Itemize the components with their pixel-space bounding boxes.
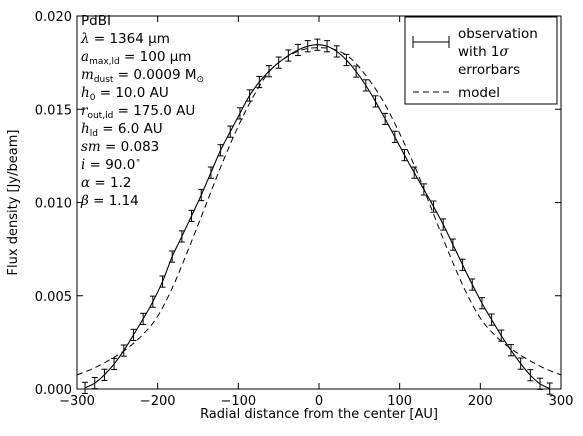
y-tick-label: 0.020 <box>35 10 72 25</box>
errorbar-point <box>362 79 369 92</box>
errorbar-point <box>111 357 118 371</box>
x-tick-label: 200 <box>468 394 493 409</box>
parameter-annotations: PdBI λ = 1364 μm amax,ld = 100 μm mdust … <box>80 13 204 209</box>
errorbar-point <box>401 149 408 162</box>
errorbar-point <box>391 130 398 143</box>
errorbar-point <box>198 188 205 202</box>
errorbar-point <box>140 312 147 325</box>
y-tick-label: 0.015 <box>35 103 72 118</box>
errorbar-point <box>246 89 253 102</box>
errorbar-point <box>517 357 524 370</box>
x-tick-label: −300 <box>59 394 95 409</box>
annotation-inclination: i = 90.0∘ <box>81 156 141 173</box>
annotation-beta: β = 1.14 <box>80 193 139 209</box>
errorbar-point <box>188 209 195 223</box>
errorbar-point <box>440 218 447 231</box>
errorbar-point <box>275 56 282 69</box>
x-tick-label: −100 <box>220 394 256 409</box>
y-tick-group: 0.000 0.005 0.010 0.015 0.020 <box>35 10 561 398</box>
errorbar-point <box>169 250 176 263</box>
errorbar-point <box>207 166 214 179</box>
x-tick-label: −200 <box>140 394 176 409</box>
y-axis-label: Flux density [Jy/beam] <box>6 130 21 276</box>
errorbar-point <box>101 368 108 381</box>
errorbar-point <box>343 53 350 67</box>
errorbar-point <box>295 43 302 57</box>
y-tick-label: 0.005 <box>35 290 72 305</box>
legend-errorbar-symbol <box>412 36 450 48</box>
annotation-wavelength: λ = 1364 μm <box>80 31 170 47</box>
errorbar-point <box>324 40 331 53</box>
legend-model-label: model <box>458 85 500 101</box>
errorbar-point <box>478 297 485 310</box>
errorbar-group <box>82 38 553 395</box>
errorbar-point <box>227 125 234 138</box>
errorbar-point <box>159 275 166 288</box>
errorbar-point <box>382 112 389 126</box>
x-axis-label: Radial distance from the center [AU] <box>200 407 438 422</box>
annotation-rout: rout,ld = 175.0 AU <box>81 103 195 121</box>
errorbar-point <box>449 238 456 251</box>
y-tick-label: 0.010 <box>35 197 72 212</box>
annotation-hld: hld = 6.0 AU <box>81 121 163 139</box>
errorbar-point <box>256 75 263 89</box>
x-tick-group: −300 −200 −100 0 100 200 300 <box>59 16 573 409</box>
annotation-alpha: α = 1.2 <box>81 175 132 191</box>
errorbar-point <box>265 65 272 78</box>
errorbar-point <box>498 329 505 342</box>
errorbar-point <box>469 278 476 291</box>
errorbar-point <box>130 328 137 342</box>
x-tick-label: 300 <box>549 394 574 409</box>
x-tick-label: 100 <box>387 394 412 409</box>
errorbar-point <box>236 107 243 120</box>
errorbar-point <box>420 183 427 196</box>
annotation-sm: sm = 0.083 <box>81 139 159 155</box>
annotation-mdust: mdust = 0.0009 M⊙ <box>81 67 204 85</box>
annotation-amax: amax,ld = 100 μm <box>81 49 191 67</box>
annotation-h0: h0 = 10.0 AU <box>81 85 169 103</box>
errorbar-point <box>527 369 534 382</box>
errorbar-point <box>217 144 224 157</box>
errorbar-point <box>314 38 321 51</box>
legend: observation with 1σ errorbars model <box>404 16 558 105</box>
series-layer <box>76 38 562 395</box>
errorbar-point <box>333 45 340 58</box>
annotation-instrument: PdBI <box>81 13 111 29</box>
errorbar-point <box>507 344 514 357</box>
errorbar-point <box>430 200 437 213</box>
errorbar-point <box>120 344 127 357</box>
legend-observation-label-line3: errorbars <box>458 62 520 78</box>
errorbar-point <box>411 166 418 179</box>
errorbar-point <box>178 230 185 243</box>
errorbar-point <box>459 258 466 271</box>
legend-observation-label-line2: with 1σ <box>458 44 510 60</box>
errorbar-point <box>353 65 360 78</box>
errorbar-point <box>285 49 292 62</box>
errorbar-point <box>149 295 156 308</box>
x-tick-label: 0 <box>315 394 323 409</box>
legend-observation-label: observation <box>458 26 538 42</box>
model-line <box>76 47 562 376</box>
y-tick-label: 0.000 <box>35 383 72 398</box>
legend-box <box>404 16 558 105</box>
errorbar-point <box>82 381 89 394</box>
errorbar-point <box>372 95 379 108</box>
errorbar-point <box>488 313 495 326</box>
errorbar-point <box>304 40 311 53</box>
